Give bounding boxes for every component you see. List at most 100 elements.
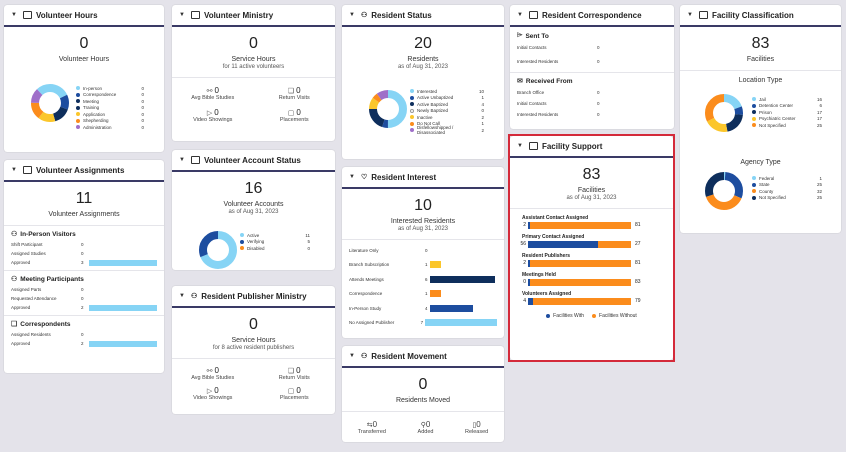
- section-title: Sent To: [525, 32, 549, 40]
- legend-item: Newly Baptized 0: [410, 108, 484, 115]
- legend-item: State 25: [752, 182, 822, 189]
- interest-bar: [425, 319, 497, 327]
- row-value: 0: [81, 251, 84, 256]
- kv-row: Initial Contacts 0: [510, 42, 674, 53]
- interest-label: Interested Residents: [390, 218, 456, 225]
- chat-icon: ❏: [287, 88, 295, 95]
- volunteer-hours-header[interactable]: ▼ Volunteer Hours: [4, 5, 164, 27]
- legend-dot: [410, 115, 414, 120]
- stat-label: Placements: [279, 117, 309, 123]
- support-bar-track: [528, 259, 631, 267]
- residents-value: 20: [414, 35, 432, 52]
- legend-item: Disfellowshipped / Disassociated 2: [410, 125, 484, 135]
- legend-label: Not Specified: [759, 195, 786, 201]
- facilities-value: 83: [751, 35, 770, 52]
- row-label: Branch Subscription: [349, 262, 390, 268]
- chevron-down-icon[interactable]: ▼: [179, 12, 185, 18]
- volunteer-hours-value: 0: [79, 35, 89, 52]
- legend-dot: [752, 195, 756, 200]
- facility-classification-header[interactable]: ▼ Facility Classification: [680, 5, 841, 27]
- chevron-down-icon[interactable]: ▼: [179, 157, 185, 163]
- chevron-down-icon[interactable]: ▼: [11, 12, 17, 18]
- card-title: Volunteer Ministry: [203, 10, 274, 20]
- legend-dot: [410, 108, 414, 113]
- donut-segment: [31, 84, 69, 122]
- chevron-down-icon[interactable]: ▼: [517, 12, 523, 18]
- row-label: Literature Only: [349, 247, 379, 253]
- assignment-section-title: ❏ Correspondents: [4, 316, 164, 330]
- stat-label: Video Showings: [193, 117, 233, 123]
- volunteer-account-status-header[interactable]: ▼ Volunteer Account Status: [172, 150, 335, 172]
- location-type-donut: [705, 94, 743, 132]
- stat-released: ▯0 Released: [465, 420, 488, 435]
- support-sublabel: as of Aug 31, 2023: [566, 195, 617, 201]
- legend-label: Verifying: [247, 239, 265, 245]
- donut-segment: [705, 94, 743, 132]
- volunteer-assignments-header[interactable]: ▼ Volunteer Assignments: [4, 160, 164, 182]
- legend-item: Inactive 2: [410, 114, 484, 121]
- card-title: Volunteer Hours: [35, 10, 98, 20]
- donut-segment: [705, 172, 743, 210]
- resident-status-legend: Interested 10 Active Unbaptized 1 Active Bap…: [410, 88, 484, 135]
- kv-row: Initial Contacts 0: [510, 98, 674, 109]
- legend-label: Jail: [759, 96, 766, 102]
- stat-label: Return Visits: [278, 95, 310, 101]
- legend-label: Application: [83, 111, 106, 117]
- resident-publisher-ministry-header[interactable]: ▼ ⚇ Resident Publisher Ministry: [172, 286, 335, 308]
- stat-value: 0: [296, 86, 301, 95]
- volunteer-ministry-header[interactable]: ▼ Volunteer Ministry: [172, 5, 335, 27]
- interest-sublabel: as of Aug 31, 2023: [397, 226, 449, 232]
- donut-segment: [705, 172, 743, 210]
- legend-item: Federal 1: [752, 175, 822, 182]
- stat-transferred: ⇆0 Transferred: [358, 420, 386, 435]
- chevron-down-icon[interactable]: ▼: [687, 12, 693, 18]
- support-row: 2 81: [510, 221, 673, 229]
- divider: [4, 225, 164, 226]
- resident-status-header[interactable]: ▼ ⚇ Resident Status: [342, 5, 504, 27]
- facility-support-header[interactable]: ▼ Facility Support: [510, 136, 673, 158]
- support-row: 4 79: [510, 297, 673, 305]
- card-title: Resident Status: [371, 10, 432, 20]
- chevron-down-icon[interactable]: ▼: [517, 143, 523, 149]
- donut-segment: [199, 231, 237, 269]
- received-from-title: ✉ Received From: [510, 73, 674, 87]
- legend-value: 1: [481, 121, 484, 127]
- with-bar: [528, 259, 531, 267]
- play-icon: ▷: [206, 110, 213, 117]
- legend-item: Psychiatric Center 17: [752, 116, 822, 123]
- interest-row: In-Person Study 4: [342, 301, 504, 316]
- chevron-down-icon[interactable]: ▼: [349, 353, 355, 359]
- assignment-row: Assigned Residents 0: [4, 330, 164, 339]
- legend-dot: [752, 116, 756, 121]
- facility-support-card: ▼ Facility Support 83 Facilities as of Au…: [510, 136, 673, 360]
- row-label: Approved: [11, 260, 31, 265]
- chevron-down-icon[interactable]: ▼: [179, 293, 185, 299]
- row-label: Shift Participant: [11, 242, 43, 247]
- assignments-label: Volunteer Assignments: [48, 211, 120, 218]
- resident-correspondence-header[interactable]: ▼ Resident Correspondence: [510, 5, 674, 27]
- group-icon: ⚇: [11, 276, 18, 283]
- row-bar: [89, 340, 157, 347]
- chevron-down-icon[interactable]: ▼: [349, 174, 355, 180]
- transfer-icon: ⇆: [366, 422, 373, 429]
- legend-item: Training 0: [76, 105, 144, 112]
- chevron-down-icon[interactable]: ▼: [349, 12, 355, 18]
- interest-bar: [430, 275, 496, 283]
- donut-segment: [369, 90, 407, 128]
- legend-value: 17: [816, 116, 822, 122]
- assignment-row: Approved 2: [4, 303, 164, 312]
- resident-interest-header[interactable]: ▼ ♡ Resident Interest: [342, 167, 504, 189]
- resident-movement-header[interactable]: ▼ ⚇ Resident Movement: [342, 346, 504, 368]
- card-title: Resident Publisher Ministry: [201, 291, 307, 301]
- row-label: Assigned Parts: [11, 287, 42, 292]
- legend-value: 0: [141, 98, 144, 104]
- legend-value: 0: [141, 124, 144, 130]
- chevron-down-icon[interactable]: ▼: [11, 167, 17, 173]
- support-row-title: Primary Contact Assigned: [522, 234, 585, 240]
- legend-value: 1: [481, 95, 484, 101]
- legend-dot: [410, 121, 414, 126]
- people-icon: ⚇: [360, 12, 368, 19]
- interest-bars: Literature Only 0 Branch Subscription 1 Atte…: [342, 243, 504, 330]
- legend-item: In-person 0: [76, 85, 144, 92]
- legend-label: Active Baptized: [417, 101, 449, 107]
